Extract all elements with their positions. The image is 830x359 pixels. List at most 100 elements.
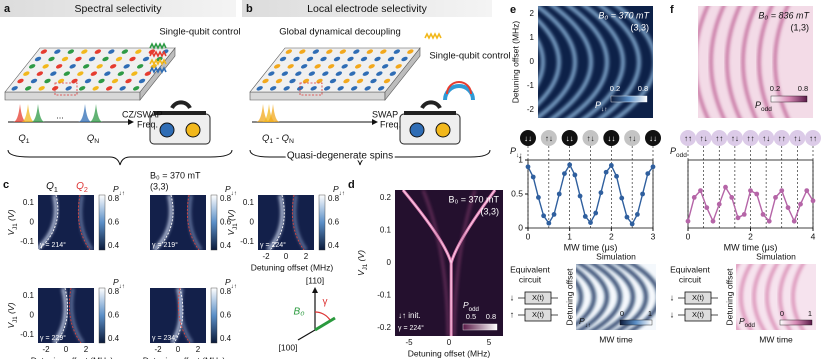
qubit-dot — [364, 86, 371, 91]
qubit-dot — [287, 64, 294, 69]
fringe — [576, 267, 596, 327]
label: γ = 224° — [398, 324, 424, 332]
fit-line — [269, 195, 285, 250]
qubit-dot — [302, 78, 310, 84]
text-part: N — [289, 138, 294, 145]
colorbar — [318, 194, 326, 251]
data-point — [766, 218, 772, 224]
label: QN — [87, 133, 99, 146]
fringe — [581, 6, 625, 118]
qubit-dot — [109, 64, 117, 69]
qubit-dot — [370, 78, 377, 84]
data-point — [634, 212, 640, 217]
x-tick-label: 0 — [176, 345, 181, 354]
label: 1 — [648, 309, 652, 318]
label: ↓↓ — [566, 134, 574, 143]
label: P↓↑ — [225, 184, 237, 197]
data-point — [779, 188, 785, 194]
fit-line — [177, 288, 191, 343]
fringe — [538, 17, 561, 107]
qubit-dot — [129, 56, 136, 62]
label: 0 — [620, 309, 624, 318]
x-tick-label: 0 — [64, 345, 69, 354]
map-features — [52, 288, 85, 343]
label: γ — [323, 297, 328, 308]
label: Equivalent — [510, 264, 550, 274]
fringe — [615, 264, 648, 330]
label: 0.8 — [798, 84, 808, 93]
state-circle — [773, 130, 790, 146]
spin — [409, 122, 425, 138]
label: 0.6 — [220, 218, 232, 227]
label: Q1 — [18, 133, 29, 146]
state-circle — [603, 130, 620, 146]
data-point — [748, 188, 753, 194]
qubit-dot — [269, 86, 277, 91]
sim-features — [576, 264, 656, 330]
qubit-dot — [125, 78, 132, 84]
rainbow-gauge — [446, 81, 472, 95]
text-part: P — [595, 100, 601, 110]
fringe — [709, 6, 726, 118]
spectral-peak — [89, 104, 103, 122]
label: (3,3) — [630, 22, 649, 32]
qubit-dot — [121, 49, 129, 54]
text-part: V — [356, 269, 366, 276]
fringe — [791, 264, 805, 330]
x-tick-label: 0 — [284, 252, 289, 261]
qubit-dot — [105, 86, 113, 91]
qubit-dot — [360, 56, 368, 62]
text-part: ↓↑ — [585, 322, 591, 329]
resonance — [422, 190, 450, 336]
qubit-dot — [320, 56, 327, 62]
text-part: P — [113, 184, 119, 194]
fringe — [576, 264, 609, 330]
rainbow-gauge — [443, 84, 475, 101]
qubit-dot — [115, 56, 123, 62]
qubit-dot — [273, 64, 281, 69]
y-tick-label: 1 — [518, 154, 523, 164]
spectral-peak — [78, 104, 92, 122]
y-tick-label: 2 — [530, 9, 535, 18]
data-point — [567, 162, 573, 168]
map-features — [538, 6, 653, 118]
label: Detuning offset — [564, 268, 574, 326]
label: Freq. — [380, 119, 401, 129]
state-circle — [582, 130, 599, 146]
panel-header — [0, 0, 236, 17]
resonance — [38, 195, 58, 250]
spin — [159, 122, 175, 138]
qubit-dot — [333, 56, 341, 62]
colorbar — [770, 95, 808, 103]
x-tick-label: -5 — [405, 338, 413, 347]
label: γ = 224° — [260, 241, 286, 249]
qubit-dot — [94, 49, 102, 54]
label: ↓ — [670, 292, 675, 302]
fringe — [757, 6, 774, 118]
label: 1 — [808, 309, 812, 318]
fringe — [538, 6, 577, 118]
map-features — [38, 195, 94, 250]
qubit-dot — [337, 86, 344, 91]
label: ↑↑ — [684, 134, 692, 143]
label: Podd — [739, 316, 755, 329]
control-pulse — [149, 66, 167, 74]
label: γ = 234° — [152, 334, 178, 342]
qubit-dot — [285, 49, 293, 54]
panel-title: Spectral selectivity — [75, 3, 163, 15]
qubit-dot — [119, 86, 126, 91]
qubit-dot — [82, 64, 90, 69]
qubit-dot — [42, 64, 49, 69]
qubit-dot — [354, 64, 362, 69]
colorbar — [779, 319, 813, 326]
text-part: V — [6, 228, 16, 235]
data-point — [629, 221, 635, 227]
label: 0.4 — [108, 241, 120, 250]
fringe — [739, 264, 753, 330]
x-tick-label: 4 — [811, 231, 816, 241]
qubit-dot — [90, 71, 98, 76]
qubit-dot — [92, 86, 99, 91]
fringe — [613, 6, 653, 118]
colorbar — [98, 287, 106, 344]
x-tick-label: -2 — [42, 345, 50, 354]
